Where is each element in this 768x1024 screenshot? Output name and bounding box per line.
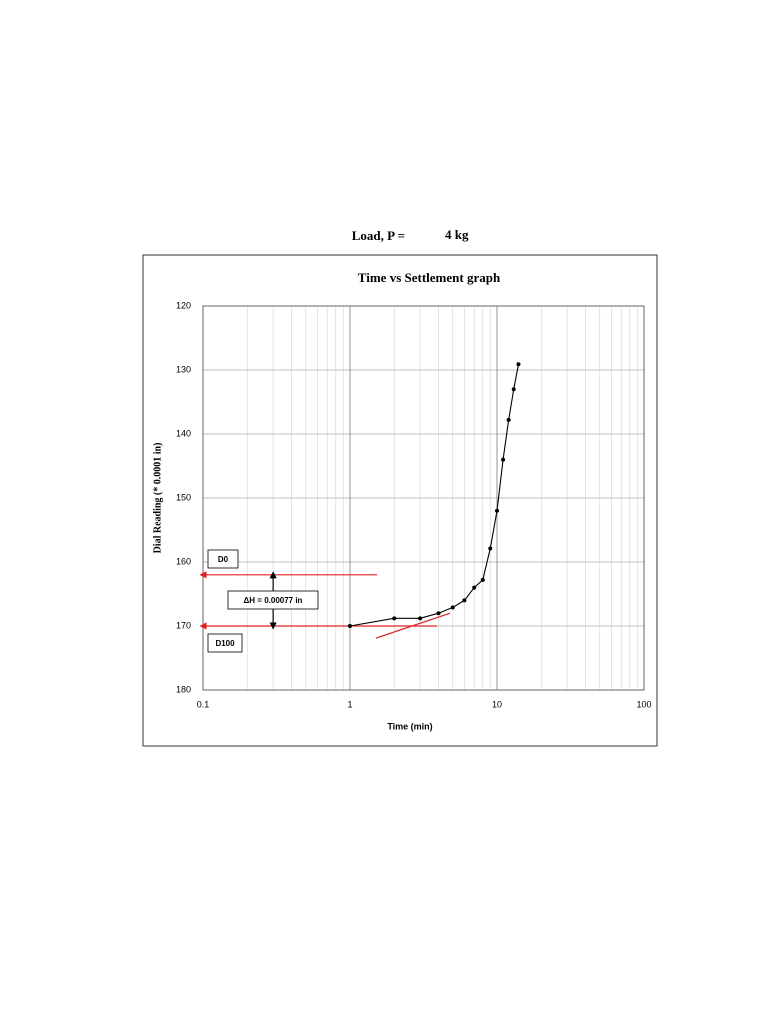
y-tick-label: 120	[176, 300, 191, 310]
y-tick-label: 130	[176, 364, 191, 374]
load-label: Load, P =	[352, 228, 405, 243]
chart-frame	[142, 254, 658, 747]
x-tick-label: 10	[492, 699, 502, 709]
annotation: D100	[215, 639, 235, 648]
y-tick-label: 140	[176, 428, 191, 438]
y-axis-label: Dial Reading (* 0.0001 in)	[152, 443, 163, 554]
data-point	[511, 387, 516, 392]
data-point	[450, 605, 455, 610]
annotation: ΔH = 0.00077 in	[244, 596, 303, 605]
annotation-box	[207, 549, 239, 569]
data-point	[418, 616, 423, 621]
data-point	[488, 546, 493, 551]
data-point	[501, 457, 506, 462]
load-value: 4 kg	[445, 227, 469, 242]
data-point	[392, 616, 397, 621]
x-axis-label: Time (min)	[387, 721, 432, 731]
chart-title: Time vs Settlement graph	[358, 270, 501, 285]
data-point	[516, 362, 521, 367]
plot-area	[202, 305, 645, 691]
data-point	[472, 585, 477, 590]
data-point	[348, 624, 352, 628]
data-point	[436, 611, 441, 616]
x-tick-label: 0.1	[197, 699, 210, 709]
data-line	[349, 364, 520, 627]
reference-line	[375, 612, 451, 639]
y-tick-label: 150	[176, 492, 191, 502]
data-point	[480, 577, 485, 582]
data-point	[506, 417, 511, 422]
y-tick-label: 170	[176, 620, 191, 630]
y-tick-label: 180	[176, 684, 191, 694]
data-point	[462, 598, 467, 603]
annotation-box	[207, 633, 243, 653]
x-tick-label: 1	[347, 699, 352, 709]
annotation-box	[227, 590, 319, 610]
x-tick-label: 100	[636, 699, 651, 709]
annotation: D0	[218, 555, 229, 564]
data-point	[495, 508, 499, 513]
y-tick-label: 160	[176, 556, 191, 566]
